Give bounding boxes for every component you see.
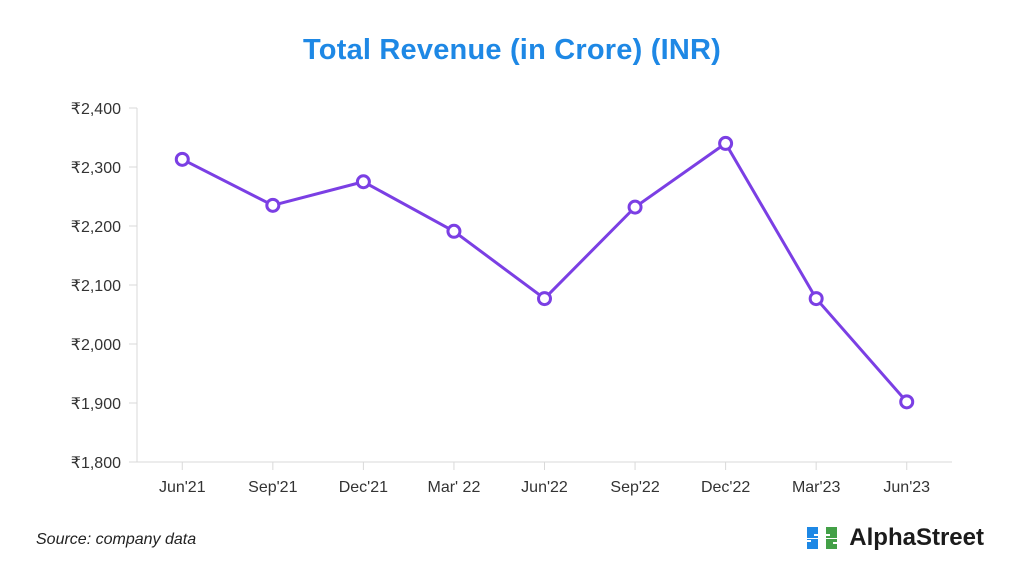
x-tick-label: Sep'22 bbox=[610, 479, 659, 496]
chart-axes bbox=[136, 108, 952, 463]
x-tick-label: Jun'22 bbox=[521, 479, 568, 496]
source-note: Source: company data bbox=[36, 531, 197, 548]
y-tick-label: ₹2,200 bbox=[71, 219, 121, 236]
y-tick-label: ₹2,300 bbox=[71, 160, 121, 177]
y-axis-ticks: ₹1,800 ₹1,900 ₹2,000 ₹2,100 ₹2,200 ₹2,300 ₹2,4… bbox=[71, 101, 137, 472]
brand-logo: AlphaStreet bbox=[805, 524, 984, 552]
alphastreet-logo-icon bbox=[807, 527, 838, 549]
x-tick-label: Dec'21 bbox=[339, 479, 388, 496]
y-tick-label: ₹2,000 bbox=[71, 337, 121, 354]
data-point bbox=[355, 174, 371, 190]
chart-title: Total Revenue (in Crore) (INR) bbox=[303, 34, 721, 66]
y-tick-label: ₹1,800 bbox=[71, 455, 121, 472]
x-tick-label: Jun'21 bbox=[159, 479, 206, 496]
x-tick-label: Mar' 22 bbox=[428, 479, 481, 496]
data-point bbox=[718, 135, 734, 151]
y-tick-label: ₹2,400 bbox=[71, 101, 121, 118]
x-tick-label: Mar'23 bbox=[792, 479, 841, 496]
data-point bbox=[446, 223, 462, 239]
data-point bbox=[627, 199, 643, 215]
x-tick-label: Sep'21 bbox=[248, 479, 297, 496]
y-tick-label: ₹2,100 bbox=[71, 278, 121, 295]
series-group bbox=[174, 135, 915, 410]
series-line bbox=[181, 141, 908, 403]
data-point bbox=[537, 291, 552, 307]
brand-name: AlphaStreet bbox=[849, 524, 984, 551]
data-point bbox=[265, 197, 281, 213]
y-tick-label: ₹1,900 bbox=[71, 396, 121, 413]
data-point bbox=[808, 291, 824, 307]
x-tick-label: Jun'23 bbox=[883, 479, 930, 496]
data-point bbox=[174, 151, 190, 167]
x-axis-ticks: Jun'21 Sep'21 Dec'21 Mar' 22 Jun'22 Sep'22 Dec… bbox=[159, 462, 930, 496]
data-point bbox=[899, 394, 915, 410]
x-tick-label: Dec'22 bbox=[701, 479, 750, 496]
